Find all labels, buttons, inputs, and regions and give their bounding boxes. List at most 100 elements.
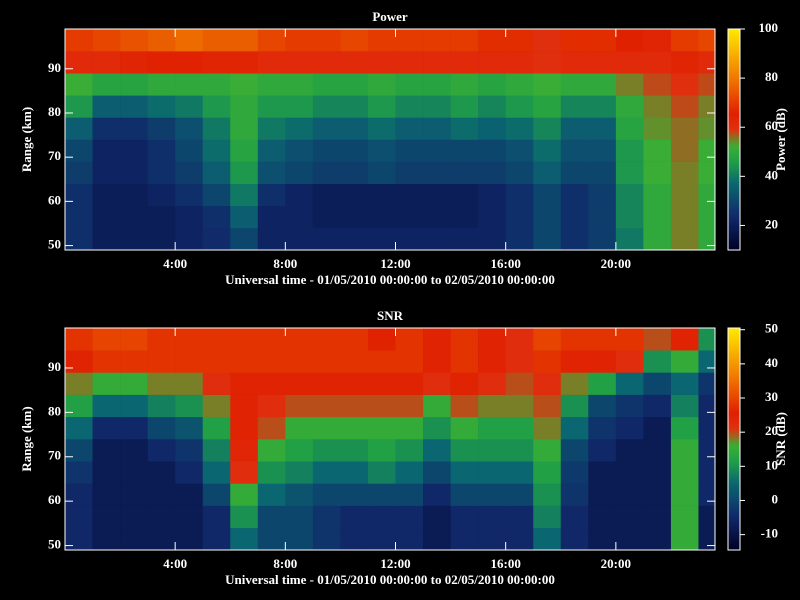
heat-cell [698, 228, 715, 250]
heat-cell [368, 461, 396, 484]
heat-cell [230, 528, 258, 551]
heat-cell [368, 140, 396, 162]
heat-cell [120, 439, 148, 462]
heat-cell [616, 206, 644, 228]
x-tick-label: 8:00 [273, 556, 297, 571]
heat-cell [230, 439, 258, 462]
heat-cell [451, 461, 479, 484]
heat-cell [533, 483, 561, 506]
heat-cell [203, 73, 231, 95]
heat-cell [616, 95, 644, 117]
heat-cell [258, 162, 286, 184]
x-tick-label: 8:00 [273, 256, 297, 271]
heat-cell [588, 350, 616, 373]
heat-cell [698, 162, 715, 184]
heat-cell [340, 350, 368, 373]
heat-cell [478, 73, 506, 95]
heat-cell [148, 51, 176, 73]
heat-cell [120, 206, 148, 228]
heat-cell [643, 117, 671, 139]
heat-cell [506, 372, 534, 395]
heat-cell [148, 184, 176, 206]
heat-cell [478, 206, 506, 228]
heat-cell [175, 350, 203, 373]
heat-cell [616, 439, 644, 462]
heat-cell [616, 228, 644, 250]
heat-cell [616, 528, 644, 551]
heat-cell [148, 350, 176, 373]
heat-cell [203, 228, 231, 250]
heat-cell [671, 439, 699, 462]
heat-cell [533, 439, 561, 462]
heat-cell [451, 417, 479, 440]
heat-cell [396, 439, 424, 462]
heat-cell [148, 439, 176, 462]
heat-cell [313, 328, 341, 351]
heat-cell [285, 395, 313, 418]
heat-cell [561, 117, 589, 139]
heat-cell [616, 117, 644, 139]
heat-cell [423, 439, 451, 462]
heat-cell [396, 461, 424, 484]
heat-cell [313, 395, 341, 418]
y-tick-label: 70 [48, 448, 61, 463]
heat-cell [643, 417, 671, 440]
heat-cell [506, 506, 534, 528]
heat-cell [93, 184, 121, 206]
heat-cell [698, 328, 715, 351]
heat-cell [423, 395, 451, 418]
heat-cell [478, 51, 506, 73]
heat-cell [93, 350, 121, 373]
heat-cell [65, 461, 93, 484]
heat-cell [643, 51, 671, 73]
heat-cell [698, 51, 715, 73]
heat-cell [175, 372, 203, 395]
heat-cell [616, 483, 644, 506]
heat-cell [671, 350, 699, 373]
heat-cell [93, 206, 121, 228]
heat-cell [285, 372, 313, 395]
heat-cell [396, 162, 424, 184]
heat-cell [203, 372, 231, 395]
heat-cell [533, 417, 561, 440]
heat-cell [148, 140, 176, 162]
heat-cell [698, 483, 715, 506]
heat-cell [203, 483, 231, 506]
heat-cell [643, 439, 671, 462]
heat-cell [313, 184, 341, 206]
heat-cell [175, 29, 203, 51]
heat-cell [313, 506, 341, 528]
heat-cell [65, 350, 93, 373]
heat-cell [368, 350, 396, 373]
heat-cell [698, 140, 715, 162]
heat-cell [230, 162, 258, 184]
heat-cell [65, 506, 93, 528]
heat-cell [588, 206, 616, 228]
heat-cell [148, 328, 176, 351]
colorbar-tick-label: 30 [765, 389, 778, 404]
heat-cell [175, 51, 203, 73]
heat-cell [671, 95, 699, 117]
heat-cell [588, 184, 616, 206]
y-tick-label: 50 [48, 537, 61, 552]
heat-cell [506, 140, 534, 162]
heat-cell [203, 117, 231, 139]
y-tick-label: 80 [48, 104, 61, 119]
heat-cell [506, 162, 534, 184]
heat-cell [451, 206, 479, 228]
heat-cell [478, 372, 506, 395]
heat-cell [230, 73, 258, 95]
heat-cell [451, 162, 479, 184]
heat-cell [616, 417, 644, 440]
chart-title: Power [372, 9, 408, 24]
heat-cell [451, 228, 479, 250]
heat-cell [230, 417, 258, 440]
heat-cell [203, 328, 231, 351]
heat-cell [368, 184, 396, 206]
heat-cell [93, 461, 121, 484]
heat-cell [451, 528, 479, 551]
heat-cell [643, 483, 671, 506]
heat-cell [368, 162, 396, 184]
heat-cell [175, 417, 203, 440]
heat-cell [671, 117, 699, 139]
